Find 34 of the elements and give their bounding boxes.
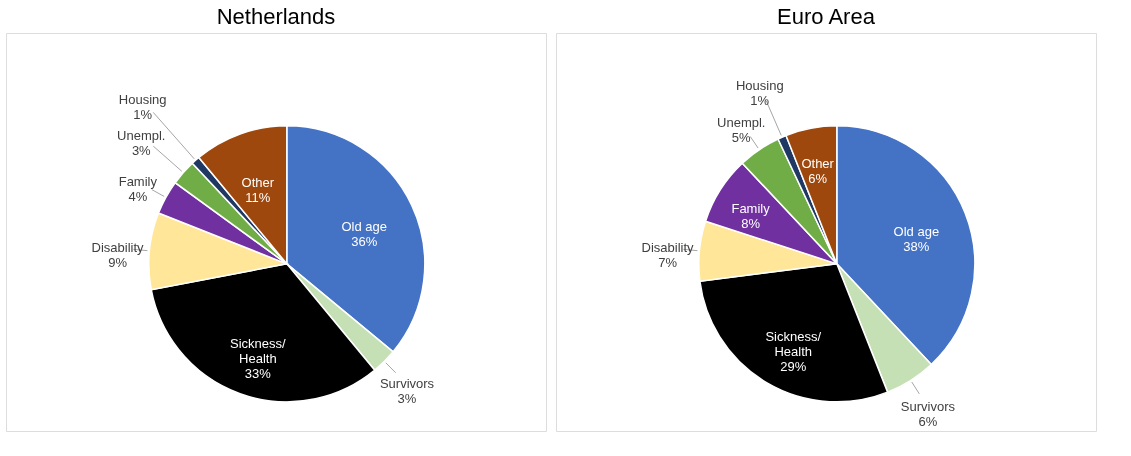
data-label: 1% <box>750 92 770 108</box>
slice-label: Housing <box>118 92 167 108</box>
slice-label: Disability <box>91 239 145 255</box>
slice-label: Survivors <box>900 399 956 415</box>
slice-label: Old age <box>893 224 940 240</box>
data-label: 7% <box>658 254 678 270</box>
data-label: 33% <box>244 366 272 382</box>
chart-title: Euro Area <box>777 4 876 29</box>
slice-label: Family <box>731 201 771 217</box>
data-label: 36% <box>351 234 378 250</box>
data-label: 5% <box>731 130 752 146</box>
slice-label: Old age <box>341 219 387 235</box>
data-label: 11% <box>245 190 271 206</box>
slice-label: Sickness/Health <box>765 329 822 360</box>
slice-label: Unempl. <box>717 115 766 131</box>
data-label: 29% <box>780 359 807 375</box>
data-label: 3% <box>397 391 417 407</box>
slice-label: Disability <box>641 239 695 255</box>
data-label: 1% <box>133 107 153 123</box>
slice-label: Sickness/Health <box>230 336 287 367</box>
slice-label: Family <box>118 173 158 189</box>
chart-title: Netherlands <box>216 4 336 29</box>
slice-label: Unempl. <box>117 127 166 143</box>
slice-label: Housing <box>735 77 784 93</box>
data-label: 8% <box>741 216 761 232</box>
data-label: 38% <box>903 239 930 255</box>
data-label: 9% <box>108 254 128 270</box>
slice-label: Other <box>241 175 275 191</box>
slice-label: Other <box>801 155 835 171</box>
data-label: 6% <box>918 414 938 430</box>
data-label: 6% <box>808 170 828 186</box>
data-label: 4% <box>128 188 148 204</box>
slice-label: Survivors <box>379 376 435 392</box>
data-label: 3% <box>131 142 152 158</box>
